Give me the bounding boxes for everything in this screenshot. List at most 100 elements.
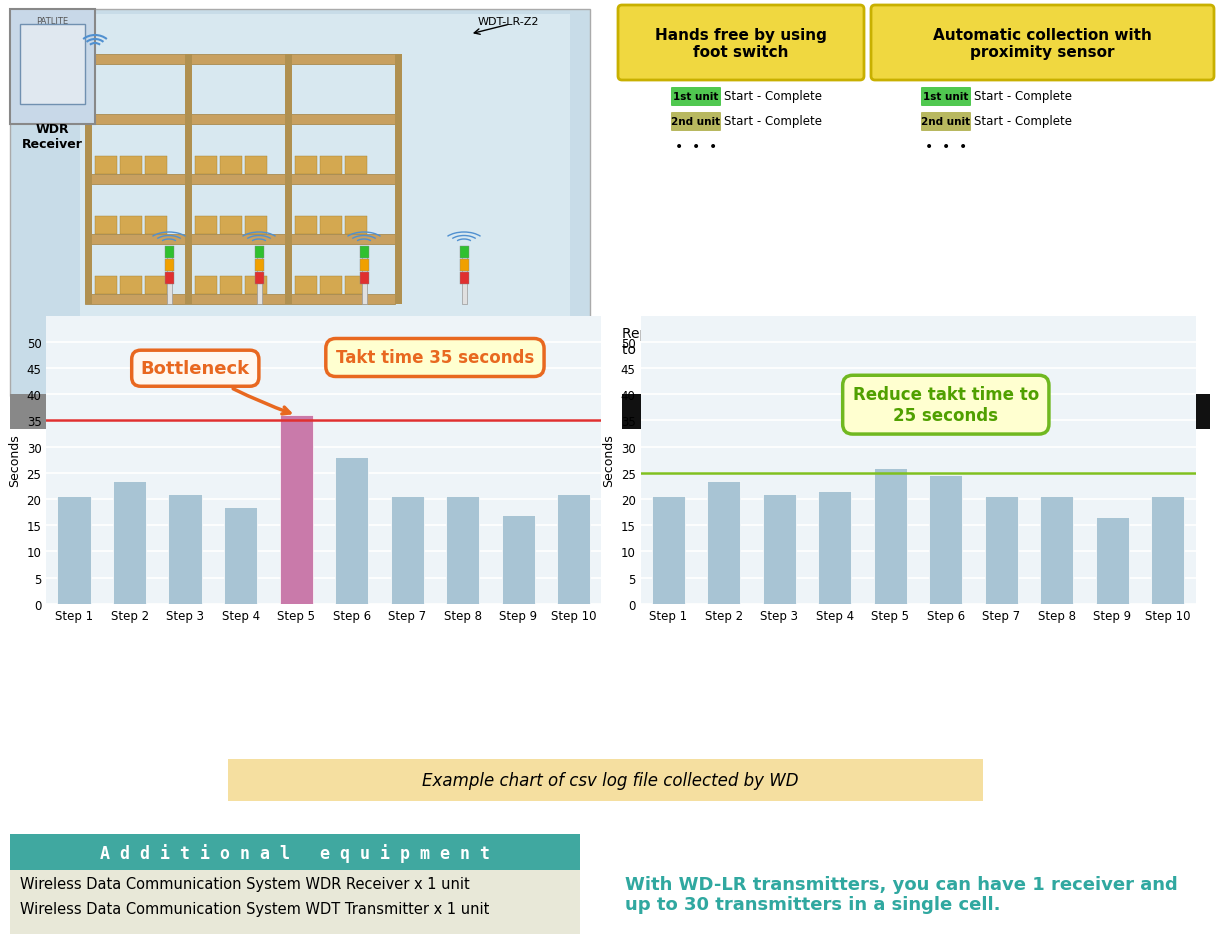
Bar bbox=[165, 260, 174, 272]
Bar bbox=[345, 157, 367, 175]
Bar bbox=[206, 342, 224, 370]
Text: Reduce takt time to
25 seconds: Reduce takt time to 25 seconds bbox=[853, 386, 1039, 425]
Bar bbox=[245, 157, 267, 175]
Bar bbox=[168, 495, 201, 604]
Bar bbox=[1041, 497, 1074, 604]
Bar bbox=[113, 481, 146, 604]
Bar bbox=[395, 55, 403, 305]
Bar bbox=[285, 55, 292, 305]
Bar bbox=[447, 497, 479, 604]
Bar bbox=[220, 277, 242, 295]
FancyBboxPatch shape bbox=[921, 113, 971, 132]
Bar bbox=[295, 277, 317, 295]
Bar bbox=[819, 492, 852, 604]
Text: PATLITE: PATLITE bbox=[35, 17, 68, 26]
Text: Example chart of csv log file collected by WD: Example chart of csv log file collected … bbox=[422, 771, 798, 789]
Bar bbox=[462, 250, 467, 305]
Bar bbox=[195, 217, 217, 235]
Text: Start - Complete: Start - Complete bbox=[723, 91, 822, 104]
Bar bbox=[292, 342, 309, 370]
Bar bbox=[320, 157, 342, 175]
Bar bbox=[558, 495, 590, 604]
Circle shape bbox=[131, 326, 149, 344]
Bar bbox=[220, 217, 242, 235]
Text: Start - Complete: Start - Complete bbox=[974, 115, 1072, 128]
Bar bbox=[145, 277, 167, 295]
Bar bbox=[10, 10, 590, 396]
Text: •  •  •: • • • bbox=[925, 140, 967, 154]
Bar bbox=[501, 515, 534, 604]
Bar bbox=[460, 260, 468, 272]
Text: A d d i t i o n a l   e q u i p m e n t: A d d i t i o n a l e q u i p m e n t bbox=[100, 844, 490, 863]
Bar bbox=[85, 175, 395, 185]
Bar bbox=[985, 497, 1017, 604]
FancyBboxPatch shape bbox=[671, 113, 721, 132]
Bar bbox=[386, 324, 404, 329]
Text: Replace the HSST pushbutton with a foot switch or sensor
to reduce or eliminate : Replace the HSST pushbutton with a foot … bbox=[622, 327, 1025, 357]
FancyBboxPatch shape bbox=[671, 88, 721, 107]
Bar bbox=[85, 235, 395, 244]
Text: Bottleneck: Bottleneck bbox=[140, 360, 290, 414]
Bar bbox=[220, 157, 242, 175]
Bar bbox=[456, 324, 475, 329]
Bar bbox=[167, 250, 172, 305]
Bar bbox=[81, 15, 570, 390]
Bar bbox=[360, 246, 368, 259]
Bar bbox=[320, 277, 342, 295]
Text: Wireless Data Communication System WDT Transmitter x 1 unit: Wireless Data Communication System WDT T… bbox=[20, 902, 489, 917]
Bar bbox=[295, 217, 317, 235]
Bar bbox=[10, 395, 590, 430]
Text: 1st unit: 1st unit bbox=[673, 92, 719, 102]
Bar bbox=[10, 834, 580, 872]
Text: Takt time 35 seconds: Takt time 35 seconds bbox=[336, 349, 534, 367]
Bar bbox=[257, 250, 262, 305]
Bar bbox=[360, 260, 368, 272]
Bar bbox=[279, 415, 312, 604]
Text: Start - Complete: Start - Complete bbox=[974, 91, 1072, 104]
Bar bbox=[708, 481, 741, 604]
Bar bbox=[85, 55, 92, 305]
Bar bbox=[120, 217, 142, 235]
Bar bbox=[85, 295, 395, 305]
Bar bbox=[145, 157, 167, 175]
Bar bbox=[362, 250, 367, 305]
Bar bbox=[345, 277, 367, 295]
Bar bbox=[228, 759, 983, 801]
Bar bbox=[762, 495, 795, 604]
Text: 2nd unit: 2nd unit bbox=[671, 117, 721, 126]
Bar bbox=[195, 277, 217, 295]
Bar bbox=[165, 273, 174, 285]
Bar bbox=[120, 157, 142, 175]
Bar bbox=[295, 157, 317, 175]
Bar bbox=[456, 342, 475, 370]
Bar bbox=[145, 217, 167, 235]
Bar bbox=[336, 458, 368, 604]
Circle shape bbox=[292, 326, 309, 344]
Bar bbox=[195, 157, 217, 175]
Bar bbox=[930, 476, 963, 604]
Circle shape bbox=[456, 326, 475, 344]
FancyBboxPatch shape bbox=[619, 6, 864, 81]
Text: Hands free by using
foot switch: Hands free by using foot switch bbox=[655, 27, 827, 60]
Text: Automatic collection with
proximity sensor: Automatic collection with proximity sens… bbox=[932, 27, 1152, 60]
Bar bbox=[1152, 497, 1185, 604]
Bar bbox=[255, 260, 264, 272]
Bar bbox=[10, 10, 95, 125]
Bar bbox=[874, 468, 906, 604]
FancyBboxPatch shape bbox=[921, 88, 971, 107]
Text: WDT-LR-Z2: WDT-LR-Z2 bbox=[478, 17, 539, 27]
Bar bbox=[20, 25, 85, 105]
Bar bbox=[245, 217, 267, 235]
Bar bbox=[1096, 517, 1128, 604]
Bar bbox=[95, 217, 117, 235]
Text: WDR
Receiver: WDR Receiver bbox=[22, 123, 83, 151]
Text: Before: Before bbox=[254, 400, 346, 425]
Y-axis label: Seconds: Seconds bbox=[9, 434, 21, 486]
Text: Wireless Data Communication System WDR Receiver x 1 unit: Wireless Data Communication System WDR R… bbox=[20, 877, 470, 891]
Bar bbox=[10, 870, 580, 934]
Bar bbox=[85, 55, 395, 65]
Bar bbox=[131, 324, 149, 329]
Bar bbox=[185, 55, 192, 305]
Text: 2nd unit: 2nd unit bbox=[921, 117, 971, 126]
Bar bbox=[255, 246, 264, 259]
